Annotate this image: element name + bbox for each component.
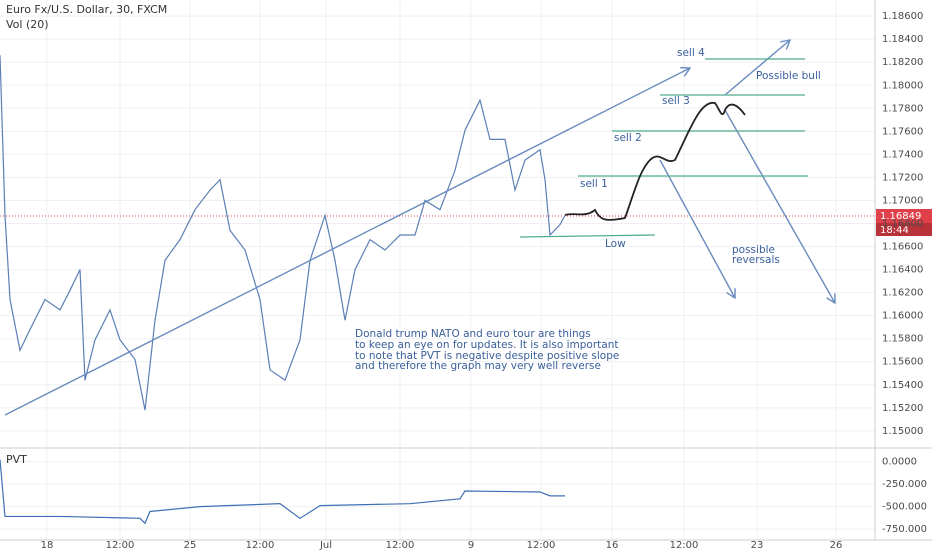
y-tick-label: 1.15400	[882, 380, 923, 391]
volume-label: Vol (20)	[6, 18, 49, 31]
y-tick-label: 0.0000	[882, 457, 917, 468]
y-tick-label: 1.18000	[882, 80, 923, 91]
annotation: Possible bull	[756, 70, 821, 82]
price-tag	[876, 209, 932, 223]
series-line	[0, 459, 565, 525]
y-tick-label: 1.16000	[882, 311, 923, 322]
y-tick-label: -250.000	[882, 479, 927, 490]
y-tick-label: 1.15600	[882, 357, 923, 368]
trend-line	[4, 68, 690, 416]
y-tick-label: 1.15800	[882, 334, 923, 345]
annotation: possible	[732, 244, 775, 256]
note: and therefore the graph may very well re…	[355, 360, 601, 372]
note: to keep an eye on for updates. It is als…	[355, 339, 618, 351]
note: Donald trump NATO and euro tour are thin…	[355, 328, 591, 340]
x-tick-label: 18	[41, 540, 54, 550]
reversal-arrow	[724, 109, 835, 303]
y-tick-label: 1.18400	[882, 34, 923, 45]
pane-title: PVT	[6, 453, 27, 466]
annotation: reversals	[732, 254, 780, 266]
x-tick-label: 16	[606, 540, 619, 550]
x-tick-label: Jul	[319, 540, 332, 550]
annotation: sell 4	[677, 47, 705, 59]
y-tick-label: 1.18600	[882, 11, 923, 22]
x-tick-label: 23	[751, 540, 764, 550]
y-tick-label: 1.15200	[882, 403, 923, 414]
x-tick-label: 12:00	[106, 540, 135, 550]
y-tick-label: 1.17400	[882, 149, 923, 160]
y-tick-label: 1.16400	[882, 265, 923, 276]
y-tick-label: 1.16600	[882, 242, 923, 253]
note: to note that PVT is negative despite pos…	[355, 350, 619, 362]
y-tick-label: -750.000	[882, 524, 927, 535]
y-tick-label: 1.16800	[882, 219, 923, 230]
symbol: Euro Fx/U.S. Dollar, 30, FXCM	[6, 3, 167, 16]
y-tick-label: 1.17800	[882, 103, 923, 114]
projection-curve	[564, 102, 746, 221]
x-tick-label: 12:00	[386, 540, 415, 550]
annotation: sell 3	[662, 95, 690, 107]
grid-layer	[0, 0, 875, 539]
x-tick-label: 25	[184, 540, 197, 550]
y-tick-label: 1.17200	[882, 172, 923, 183]
x-tick-label: 12:00	[246, 540, 275, 550]
bull-arrow	[724, 40, 790, 96]
annotation: sell 1	[580, 178, 608, 190]
x-tick-label: 26	[830, 540, 843, 550]
x-tick-label: 12:00	[670, 540, 699, 550]
y-tick-label: 1.17000	[882, 195, 923, 206]
annotation: sell 2	[614, 132, 642, 144]
series-line	[0, 55, 566, 411]
y-tick-label: 1.17600	[882, 126, 923, 137]
data-layer	[0, 55, 566, 525]
y-tick-label: 1.15000	[882, 426, 923, 437]
annotation: Low	[605, 238, 626, 250]
x-tick-label: 12:00	[527, 540, 556, 550]
reversal-arrow	[659, 159, 735, 298]
x-tick-label: 9	[468, 540, 474, 550]
price-tag-value: 1.16849	[880, 211, 921, 222]
y-tick-label: 1.16200	[882, 288, 923, 299]
low-level	[519, 234, 656, 238]
time-tag-value: 18:44	[880, 225, 909, 236]
y-tick-label: 1.18200	[882, 57, 923, 68]
y-tick-label: -500.000	[882, 502, 927, 513]
time-tag	[876, 223, 932, 236]
